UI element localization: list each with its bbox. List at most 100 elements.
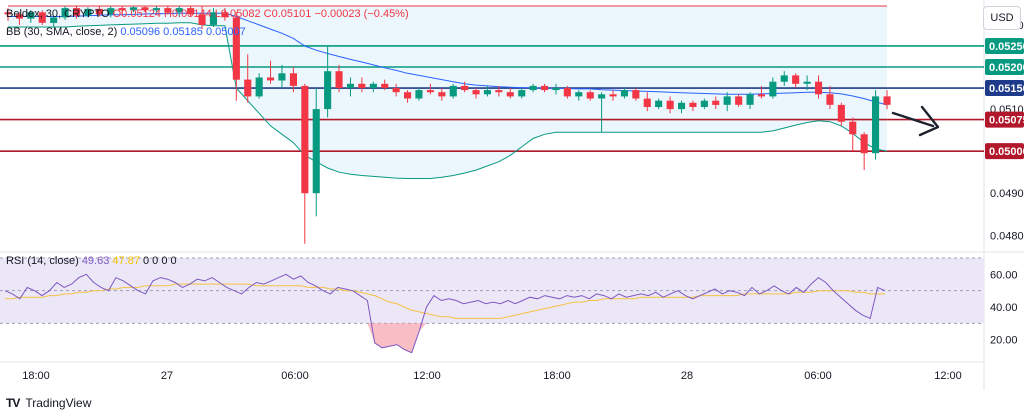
candle (221, 8, 229, 21)
bb-legend: BB (30, SMA, close, 2) 0.05096 0.05185 0… (6, 26, 246, 38)
candle (84, 7, 92, 18)
candle-body (346, 83, 354, 88)
candle (735, 94, 743, 107)
candle (438, 88, 446, 101)
candle (757, 85, 765, 99)
candle (27, 10, 35, 23)
price-tag (985, 143, 1024, 160)
candle (849, 117, 857, 152)
candle-body (826, 94, 834, 105)
rsi-legend: RSI (14, close) 49.63 47.87 0 0 0 0 (6, 255, 177, 267)
symbol-label[interactable]: Beldex, 30, CRYPTO (6, 8, 110, 20)
candle-body (27, 12, 35, 19)
candle-body (872, 96, 880, 154)
candle (15, 12, 23, 25)
candle (678, 100, 686, 114)
candle (609, 90, 617, 101)
candle (552, 83, 560, 95)
time-tick-label: 12:00 (413, 370, 441, 382)
candle-body (50, 17, 58, 23)
time-tick-label: 12:00 (934, 370, 962, 382)
candle (198, 6, 206, 30)
price-tag (985, 38, 1024, 54)
candle-body (655, 100, 663, 107)
candle (95, 6, 103, 17)
candle-body (666, 100, 674, 110)
candle (632, 88, 640, 101)
bb-basis-line (8, 12, 888, 106)
candle (346, 77, 354, 97)
candle (837, 102, 845, 126)
candle-body (518, 90, 526, 97)
candle-body (575, 92, 583, 97)
arrow-annotation-icon (918, 105, 940, 137)
candle (826, 85, 834, 110)
candle-body (244, 79, 252, 97)
candle-body (712, 100, 720, 105)
candle-body (73, 8, 81, 16)
bb-label[interactable]: BB (30, SMA, close, 2) (6, 26, 118, 38)
time-tick-label: 06:00 (281, 370, 309, 382)
candle (461, 81, 469, 93)
candle-body (883, 96, 891, 105)
rsi-tick-label: 40.00 (990, 302, 1018, 314)
candle-body (404, 92, 412, 99)
candle (107, 6, 115, 18)
candle-body (689, 102, 697, 107)
candle-body (723, 96, 731, 105)
candle (598, 92, 606, 133)
candle (381, 79, 389, 91)
rsi-ma-line (5, 283, 885, 319)
candle (883, 90, 891, 110)
candle-body (598, 94, 606, 99)
candle-body (449, 85, 457, 97)
candle-body (175, 8, 183, 13)
candle (267, 60, 275, 84)
candle-body (472, 90, 480, 95)
candle (666, 96, 674, 114)
brand-name: TradingView (25, 396, 92, 410)
currency-button[interactable]: USD (983, 6, 1021, 30)
brand[interactable]: TV TradingView (6, 396, 91, 410)
price-tag-label: 0.05000 (989, 146, 1024, 158)
time-tick-label: 06:00 (804, 370, 832, 382)
candle (118, 6, 126, 15)
candle (529, 83, 537, 93)
rsi-tick-label: 60.00 (990, 269, 1018, 281)
candle (620, 88, 628, 99)
candle (563, 85, 571, 99)
price-tag (985, 111, 1024, 128)
rsi-ma-value: 47.87 (112, 255, 140, 267)
rsi-value: 49.63 (81, 255, 110, 267)
candle-body (61, 8, 69, 18)
candle (187, 6, 195, 17)
rsi-label[interactable]: RSI (14, close) (6, 255, 79, 267)
candle-body (107, 8, 115, 15)
candle (426, 83, 434, 95)
rsi-tick-label: 20.00 (990, 335, 1018, 347)
candle-body (483, 90, 491, 95)
candle (803, 75, 811, 91)
time-tick-label: 18:00 (543, 370, 571, 382)
candle-body (278, 73, 286, 81)
candle (575, 90, 583, 101)
candle (289, 67, 297, 93)
candle (61, 6, 69, 20)
candle (655, 98, 663, 110)
time-tick-label: 27 (161, 370, 173, 382)
price-tag-label: 0.05075 (989, 115, 1024, 127)
candle-body (769, 81, 777, 97)
candle-body (643, 98, 651, 107)
candle (541, 83, 549, 93)
candle (495, 85, 503, 97)
candle-body (438, 92, 446, 97)
bb-lower-line (8, 22, 888, 179)
candle-body (15, 14, 23, 19)
candle-body (4, 12, 12, 15)
candle-body (563, 88, 571, 97)
candle (312, 88, 320, 217)
candle-body (392, 88, 400, 93)
